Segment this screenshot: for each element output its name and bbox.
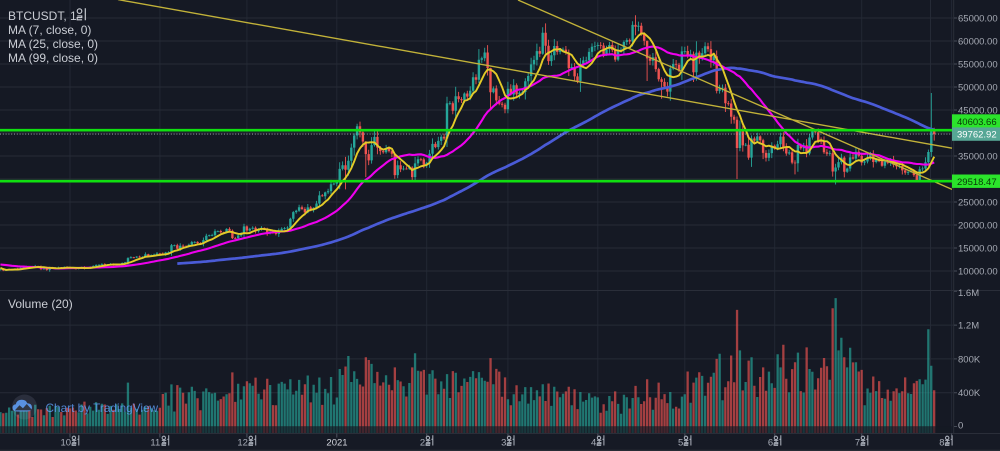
svg-text:1.6M: 1.6M	[958, 288, 979, 299]
svg-text:50000.00: 50000.00	[958, 83, 998, 94]
svg-text:3: 3	[501, 438, 506, 449]
svg-text:45000.00: 45000.00	[958, 106, 998, 117]
svg-text:4: 4	[591, 438, 596, 449]
svg-text:2021: 2021	[326, 438, 347, 449]
svg-text:1.2M: 1.2M	[958, 321, 979, 332]
svg-text:BTCUSDT, 1: BTCUSDT, 1	[8, 9, 77, 23]
svg-text:39762.92: 39762.92	[957, 130, 997, 141]
svg-text:15000.00: 15000.00	[958, 244, 998, 255]
svg-text:60000.00: 60000.00	[958, 37, 998, 48]
svg-text:29518.47: 29518.47	[957, 177, 997, 188]
svg-text:7: 7	[855, 438, 860, 449]
svg-text:40603.66: 40603.66	[957, 117, 997, 128]
svg-text:55000.00: 55000.00	[958, 60, 998, 71]
svg-text:Volume (20): Volume (20)	[8, 297, 73, 311]
svg-text:35000.00: 35000.00	[958, 152, 998, 163]
svg-text:10000.00: 10000.00	[958, 267, 998, 278]
svg-text:65000.00: 65000.00	[958, 14, 998, 25]
svg-text:0: 0	[958, 421, 963, 432]
svg-text:800K: 800K	[958, 354, 981, 365]
svg-text:8: 8	[939, 438, 944, 449]
svg-text:12: 12	[237, 438, 248, 449]
svg-text:2: 2	[420, 438, 425, 449]
svg-text:20000.00: 20000.00	[958, 221, 998, 232]
svg-text:25000.00: 25000.00	[958, 198, 998, 209]
svg-text:MA (7, close, 0): MA (7, close, 0)	[8, 23, 91, 37]
svg-text:10: 10	[61, 438, 72, 449]
svg-text:MA (25, close, 0): MA (25, close, 0)	[8, 37, 98, 51]
svg-text:11: 11	[150, 438, 160, 449]
svg-text:Chart by TradingView: Chart by TradingView	[46, 401, 159, 415]
svg-text:6: 6	[768, 438, 773, 449]
svg-text:MA (99, close, 0): MA (99, close, 0)	[8, 51, 98, 65]
svg-text:5: 5	[678, 438, 683, 449]
svg-text:400K: 400K	[958, 388, 981, 399]
